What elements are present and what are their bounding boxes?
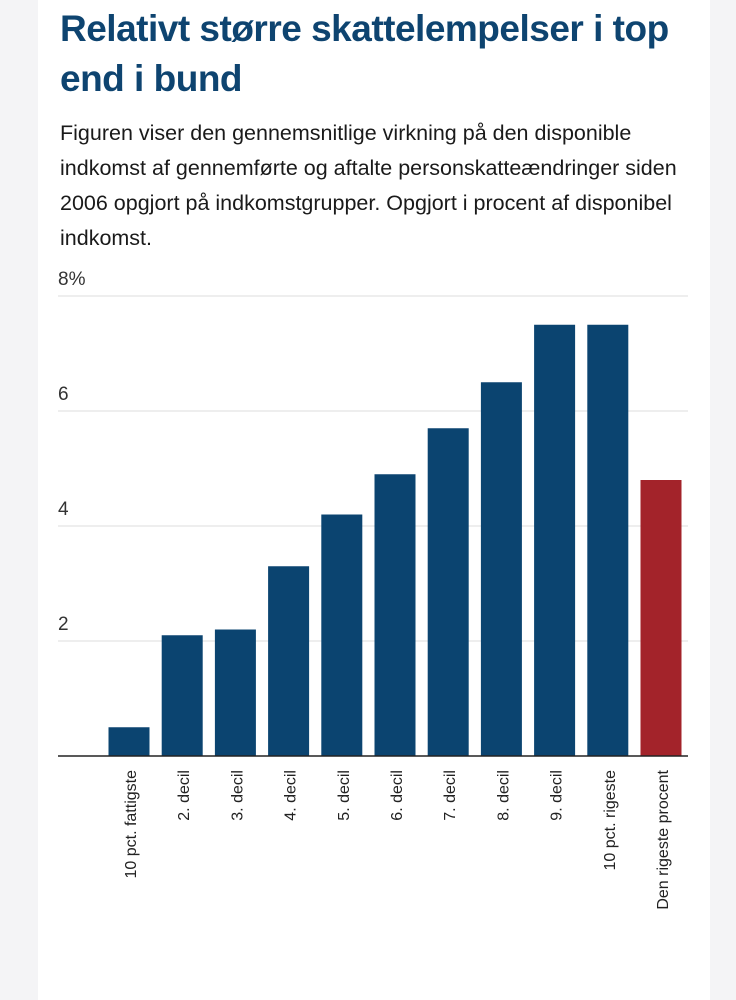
x-tick-label: 2. decil: [176, 770, 193, 821]
y-tick-label: 2: [58, 614, 69, 635]
bar-1: [108, 727, 150, 756]
x-tick-label: 9. decil: [549, 770, 566, 821]
bar-8: [480, 382, 522, 756]
bar-2: [161, 635, 203, 756]
bar-6: [374, 474, 416, 756]
x-tick-label: 7. decil: [442, 770, 459, 821]
x-tick-label: 4. decil: [283, 770, 300, 821]
bar-4: [268, 566, 310, 756]
bar-5: [321, 514, 363, 756]
y-tick-label: 8%: [58, 269, 86, 290]
bars: [108, 324, 682, 756]
x-tick-label: Den rigeste procent: [655, 769, 672, 909]
bar-3: [214, 629, 256, 756]
y-tick-label: 6: [58, 384, 69, 405]
x-axis-labels: 10 pct. fattigste 2. decil 3. decil 4. deci…: [123, 769, 672, 909]
chart-title: Relativt større skattelempelser i top en…: [60, 8, 669, 99]
chart-subtitle: Figuren viser den gennemsnitlige virknin…: [60, 121, 677, 250]
x-tick-label: 8. decil: [495, 770, 512, 821]
x-tick-label: 5. decil: [336, 770, 353, 821]
x-tick-label: 6. decil: [389, 770, 406, 821]
bar-9: [534, 324, 576, 756]
y-axis-ticks: 2 4 6 8%: [58, 269, 86, 635]
bar-10: [587, 324, 629, 756]
x-tick-label: 10 pct. rigeste: [602, 770, 619, 871]
x-tick-label: 10 pct. fattigste: [123, 770, 140, 879]
bar-7: [427, 428, 469, 756]
y-tick-label: 4: [58, 499, 69, 520]
bar-11: [640, 480, 682, 756]
x-tick-label: 3. decil: [229, 770, 246, 821]
